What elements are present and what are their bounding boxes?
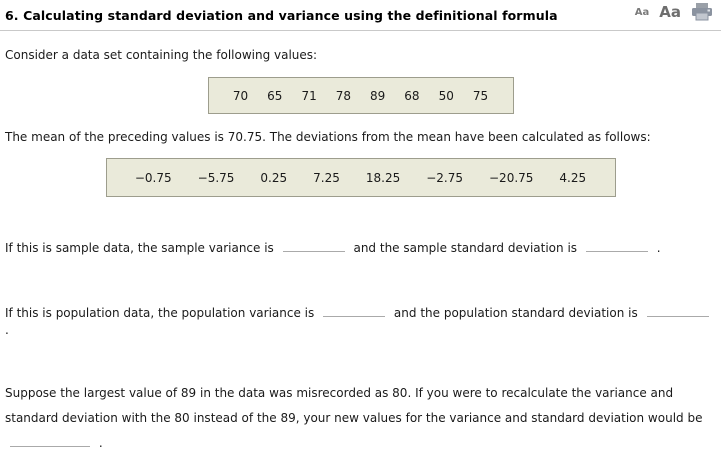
data-value: 68 <box>404 88 420 103</box>
sample-std-dev-blank[interactable] <box>585 239 648 252</box>
misrecorded-question: Suppose the largest value of 89 in the d… <box>5 381 716 456</box>
font-size-small-button[interactable]: Aa <box>634 7 650 18</box>
question-content: Consider a data set containing the follo… <box>0 47 721 456</box>
deviation-value: 0.25 <box>260 170 288 185</box>
sample-question-part2: and the sample standard deviation is <box>353 241 578 255</box>
question-header: 6. Calculating standard deviation and va… <box>0 0 721 31</box>
font-size-large-button[interactable]: Aa <box>659 3 681 21</box>
misrecorded-question-period: . <box>98 436 103 450</box>
question-title: 6. Calculating standard deviation and va… <box>5 8 558 23</box>
data-value: 78 <box>335 88 351 103</box>
data-value: 70 <box>232 88 249 103</box>
deviation-values-table: −0.75 −5.75 0.25 7.25 18.25 −2.75 −20.75… <box>105 158 616 197</box>
intro-text: Consider a data set containing the follo… <box>5 48 318 62</box>
sample-variance-blank[interactable] <box>282 239 345 252</box>
deviation-value: −0.75 <box>134 170 172 185</box>
data-value: 65 <box>267 88 283 103</box>
sample-question: If this is sample data, the sample varia… <box>5 239 716 257</box>
recalculated-values-blank[interactable] <box>10 434 90 447</box>
deviation-value: 7.25 <box>313 170 340 185</box>
population-variance-blank[interactable] <box>323 304 386 317</box>
sample-question-period: . <box>656 241 661 255</box>
deviation-value: −20.75 <box>489 170 534 185</box>
mean-text: The mean of the preceding values is 70.7… <box>5 130 651 144</box>
deviation-value: 4.25 <box>559 170 587 185</box>
data-values-table: 70 65 71 78 89 68 50 75 <box>207 77 514 114</box>
misrecorded-question-text: Suppose the largest value of 89 in the d… <box>5 386 703 425</box>
population-question-part2: and the population standard deviation is <box>393 306 638 320</box>
deviation-value: 18.25 <box>365 170 401 185</box>
data-value: 75 <box>472 88 489 103</box>
header-controls: Aa Aa <box>635 3 713 21</box>
data-value: 50 <box>438 88 454 103</box>
population-std-dev-blank[interactable] <box>646 304 709 317</box>
data-value: 89 <box>370 88 386 103</box>
deviation-value: −5.75 <box>197 170 235 185</box>
deviation-value: −2.75 <box>426 170 463 185</box>
population-question: If this is population data, the populati… <box>5 304 716 339</box>
sample-question-part1: If this is sample data, the sample varia… <box>5 241 274 255</box>
population-question-period: . <box>5 323 9 337</box>
population-question-part1: If this is population data, the populati… <box>5 306 315 320</box>
print-button[interactable] <box>691 3 713 21</box>
printer-icon <box>692 3 712 21</box>
data-value: 71 <box>301 88 317 103</box>
